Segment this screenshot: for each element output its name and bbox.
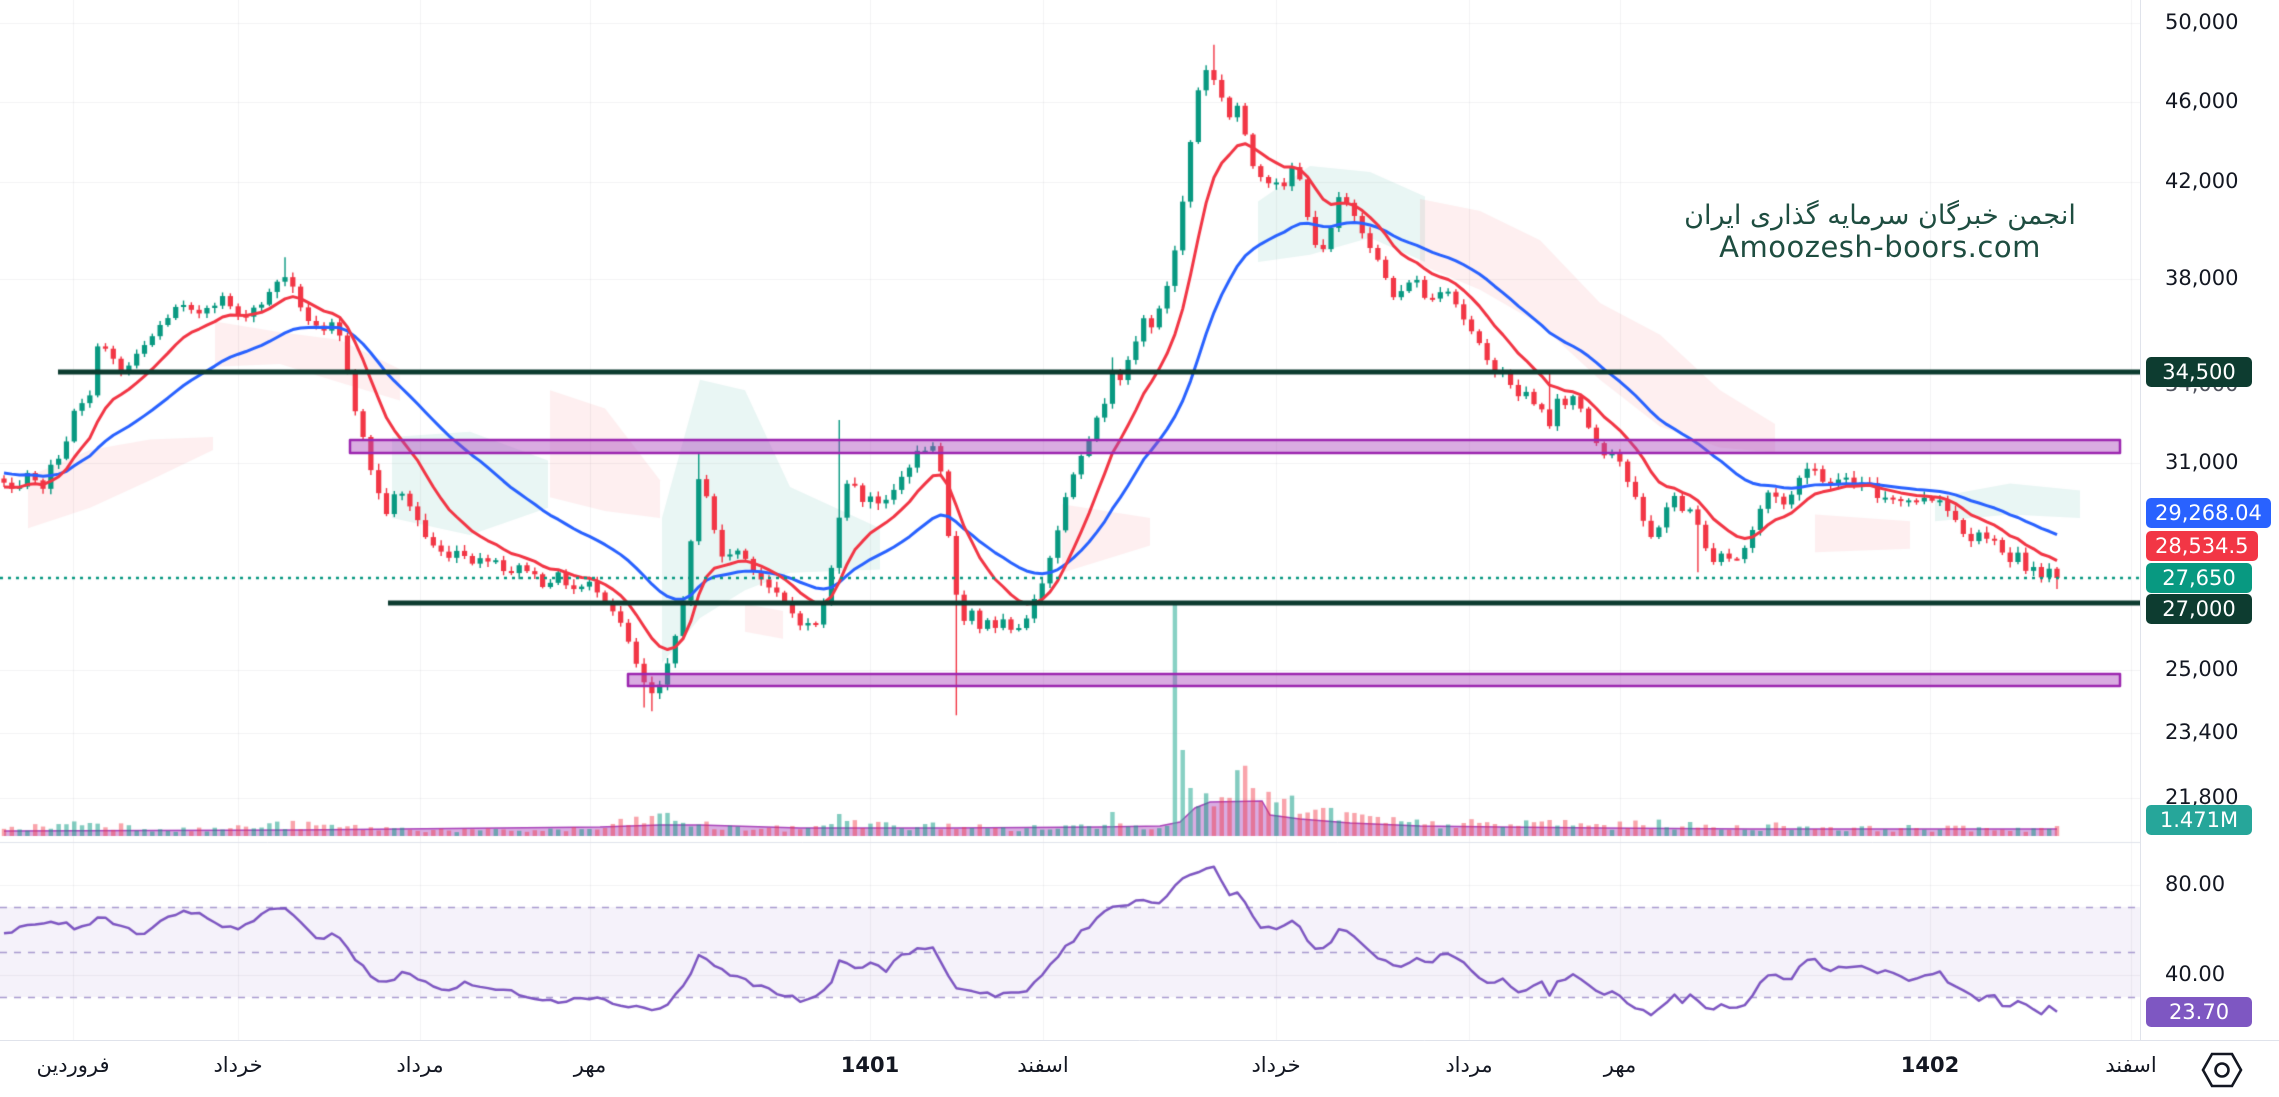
price-tick: 80.00 bbox=[2165, 872, 2226, 896]
price-tick: 38,000 bbox=[2165, 266, 2239, 290]
price-tick: 40.00 bbox=[2165, 962, 2226, 986]
time-year-label: 1402 bbox=[1900, 1053, 1960, 1077]
price-label-badge: 27,000 bbox=[2146, 594, 2252, 624]
price-axis[interactable]: 34,00050,00046,00042,00038,00031,00025,0… bbox=[2140, 0, 2279, 1040]
time-month-label: خرداد bbox=[1251, 1053, 1301, 1077]
price-tick: 23,400 bbox=[2165, 720, 2239, 744]
price-label-badge: 27,650 bbox=[2146, 563, 2252, 593]
time-month-label: مرداد bbox=[396, 1053, 444, 1077]
time-month-label: اسفند bbox=[2105, 1053, 2157, 1077]
time-month-label: مهر bbox=[1603, 1053, 1637, 1077]
price-tick: 42,000 bbox=[2165, 169, 2239, 193]
price-label-badge: 34,500 bbox=[2146, 357, 2252, 387]
price-tick: 46,000 bbox=[2165, 89, 2239, 113]
price-tick: 31,000 bbox=[2165, 450, 2239, 474]
time-month-label: اسفند bbox=[1017, 1053, 1069, 1077]
time-month-label: خرداد bbox=[213, 1053, 263, 1077]
timezone-hexagon-button[interactable] bbox=[2200, 1051, 2244, 1089]
time-month-label: فروردین bbox=[36, 1053, 110, 1077]
price-label-badge: 23.70 bbox=[2146, 997, 2252, 1027]
price-tick: 25,000 bbox=[2165, 657, 2239, 681]
price-label-badge: 29,268.04 bbox=[2146, 498, 2271, 528]
time-month-label: مرداد bbox=[1445, 1053, 1493, 1077]
price-label-badge: 1.471M bbox=[2146, 805, 2252, 835]
price-tick: 50,000 bbox=[2165, 10, 2239, 34]
time-year-label: 1401 bbox=[840, 1053, 900, 1077]
price-label-badge: 28,534.5 bbox=[2146, 531, 2258, 561]
hexagon-icon bbox=[2201, 1052, 2243, 1088]
hexagon-circle-icon bbox=[2214, 1062, 2230, 1078]
time-month-label: مهر bbox=[573, 1053, 607, 1077]
time-axis[interactable]: فروردین خرداد مرداد مهر 1401 اسفند خرداد مرداد م… bbox=[0, 1041, 2279, 1097]
